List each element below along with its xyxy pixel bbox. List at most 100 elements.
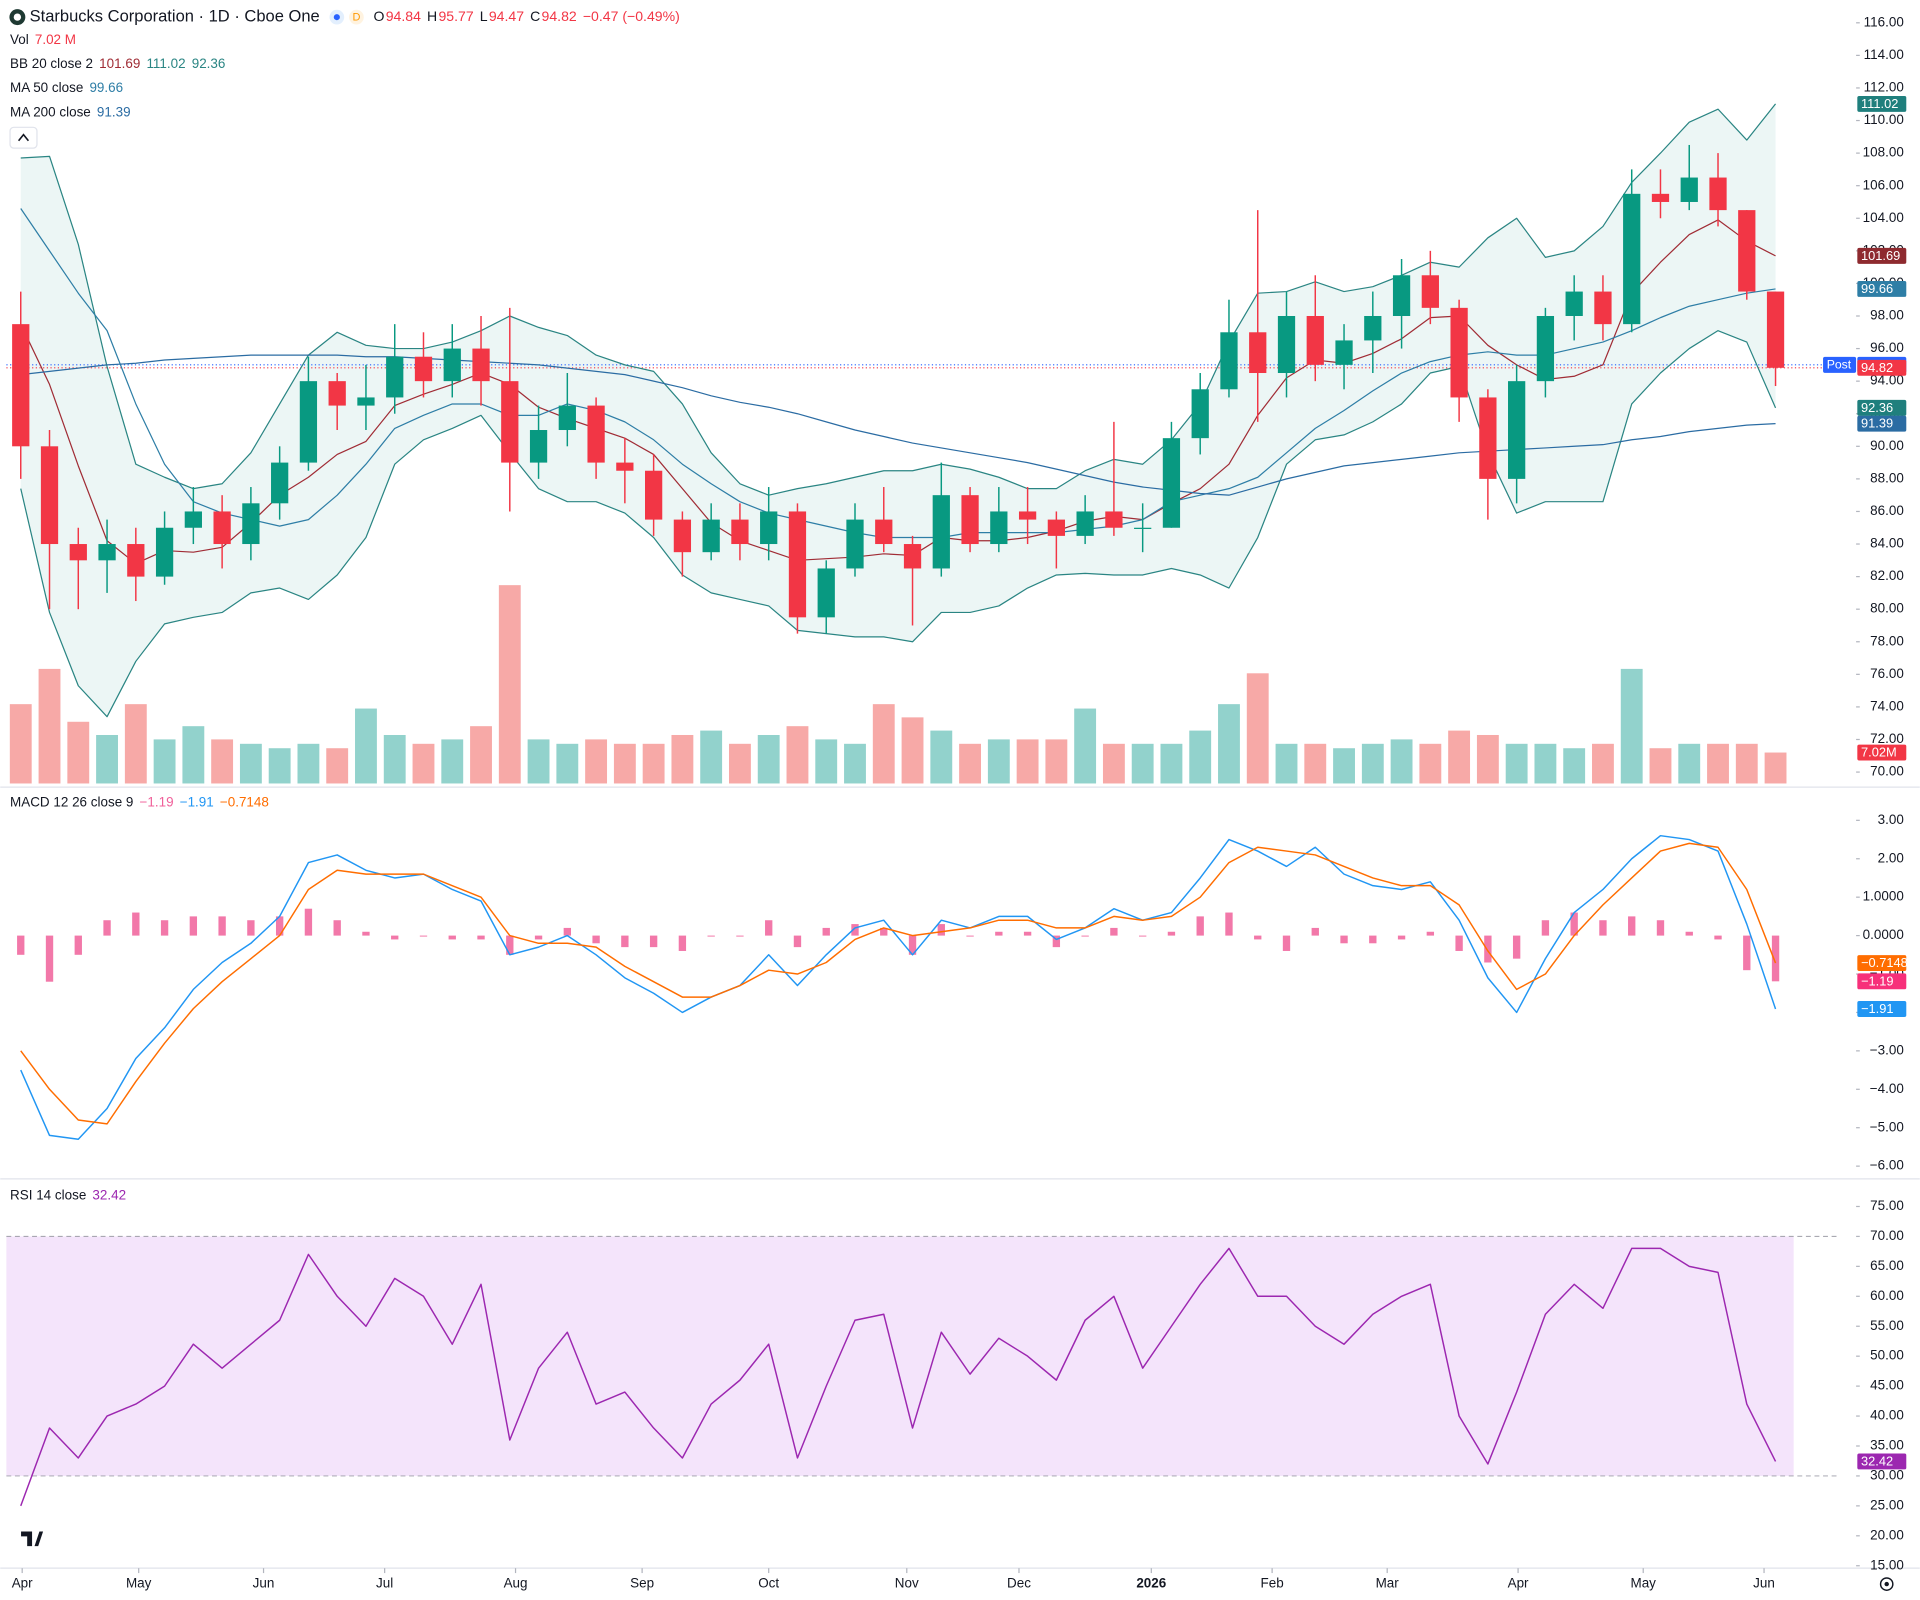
ohlc-value: 95.77 — [438, 8, 473, 24]
histogram-bar — [563, 927, 571, 936]
candle-body — [1018, 511, 1037, 520]
volume-bar — [441, 739, 464, 784]
candle-body — [213, 511, 231, 545]
price-change: −0.47 (−0.49%) — [583, 8, 680, 24]
candle-body — [817, 568, 835, 618]
histogram-bar — [1455, 935, 1463, 951]
ohlc-value: 94.47 — [489, 8, 524, 24]
volume-bar — [38, 668, 61, 784]
price-badge-label: 94.82 — [1861, 360, 1893, 375]
volume-bar — [786, 726, 809, 784]
y-tick-label: 78.00 — [1870, 633, 1904, 648]
symbol-title: Starbucks Corporation · 1D · Cboe One — [30, 6, 320, 25]
candle-body — [1680, 177, 1698, 202]
candle-body — [1536, 315, 1555, 382]
volume-bar — [930, 730, 953, 784]
y-tick-label: 50.00 — [1870, 1348, 1904, 1363]
y-tick-label: 98.00 — [1870, 308, 1904, 323]
histogram-bar — [534, 935, 543, 940]
y-tick-label: 114.00 — [1864, 47, 1904, 62]
volume-bar — [1218, 704, 1240, 784]
price-badge — [1857, 95, 1907, 112]
candle-body — [587, 405, 605, 463]
candle-body — [1738, 210, 1756, 292]
y-tick-label: 108.00 — [1863, 145, 1904, 160]
indicator-name: Vol — [10, 32, 29, 47]
histogram-bar — [74, 935, 82, 955]
price-badge-label: 91.39 — [1861, 416, 1893, 431]
candle-body — [1277, 315, 1296, 374]
indicator-value: −1.91 — [180, 795, 214, 810]
candle-body — [1479, 397, 1497, 479]
x-tick-label: Nov — [895, 1576, 919, 1591]
volume-bar — [556, 743, 579, 784]
ohlc-label: L — [480, 8, 488, 24]
y-tick-label: −6.00 — [1870, 1158, 1904, 1173]
indicator-value: 99.66 — [89, 80, 123, 95]
x-tick-label: 2026 — [1136, 1576, 1166, 1591]
candle-body — [875, 519, 893, 545]
x-tick-label: Aug — [504, 1576, 528, 1591]
volume-bar — [1620, 668, 1643, 784]
y-tick-label: 74.00 — [1870, 698, 1904, 713]
y-tick-label: 70.00 — [1870, 764, 1904, 779]
collapse-icon — [17, 133, 30, 142]
volume-bar — [498, 585, 521, 784]
histogram-bar — [218, 916, 226, 936]
candle-body — [1306, 315, 1324, 365]
price-badge-label: 101.69 — [1861, 248, 1900, 263]
candle-body — [1392, 275, 1411, 316]
candle-body — [1134, 527, 1152, 529]
candle-body — [357, 397, 375, 406]
candle-body — [69, 544, 87, 561]
x-tick-label: Apr — [12, 1576, 33, 1591]
candle-body — [1709, 177, 1727, 211]
price-badge — [1857, 1001, 1907, 1017]
volume-bar — [1534, 743, 1557, 784]
x-tick-label: Dec — [1007, 1576, 1031, 1591]
histogram-bar — [132, 912, 140, 936]
price-badge-label: 92.36 — [1861, 400, 1893, 415]
volume-bar — [383, 734, 406, 784]
tradingview-logo[interactable] — [14, 1524, 47, 1556]
histogram-bar — [1397, 935, 1406, 940]
price-badge — [1857, 415, 1907, 432]
candle-body — [1191, 389, 1209, 439]
volume-bar — [355, 708, 377, 784]
histogram-bar — [419, 935, 428, 937]
y-tick-label: 35.00 — [1870, 1438, 1904, 1453]
histogram-bar — [391, 935, 399, 940]
candle-body — [271, 462, 289, 504]
indicator-value: −1.19 — [140, 795, 174, 810]
candle-body — [98, 544, 116, 561]
y-tick-label: 60.00 — [1870, 1288, 1904, 1303]
price-badge — [1857, 399, 1907, 416]
histogram-bar — [765, 920, 773, 936]
histogram-bar — [1484, 935, 1492, 963]
candle-body — [1105, 511, 1123, 528]
indicator-value: 92.36 — [192, 56, 226, 71]
volume-bar — [1390, 739, 1413, 784]
histogram-bar — [103, 920, 111, 936]
y-tick-label: 82.00 — [1870, 568, 1904, 583]
histogram-bar — [822, 927, 830, 936]
volume-bar — [585, 739, 608, 784]
price-badge-tag — [1823, 356, 1857, 373]
indicator-value: 111.02 — [146, 56, 185, 71]
indicator-name: MACD 12 26 close 9 — [10, 795, 133, 810]
y-tick-label: 86.00 — [1870, 503, 1904, 518]
indicator-value: 7.02 M — [35, 32, 76, 47]
indicator-line — [20, 834, 1777, 1140]
collapse-legend-button[interactable] — [9, 126, 38, 149]
candle-body — [40, 446, 59, 545]
volume-bar — [470, 726, 492, 784]
ohlc-value: 94.82 — [542, 8, 577, 24]
y-tick-label: 1.0000 — [1863, 889, 1904, 904]
x-tick-label: Jul — [376, 1576, 393, 1591]
settings-button[interactable] — [1879, 1577, 1894, 1591]
histogram-bar — [160, 920, 169, 936]
volume-bar — [1649, 748, 1672, 784]
histogram-bar — [333, 920, 341, 936]
candle-body — [1450, 307, 1468, 398]
